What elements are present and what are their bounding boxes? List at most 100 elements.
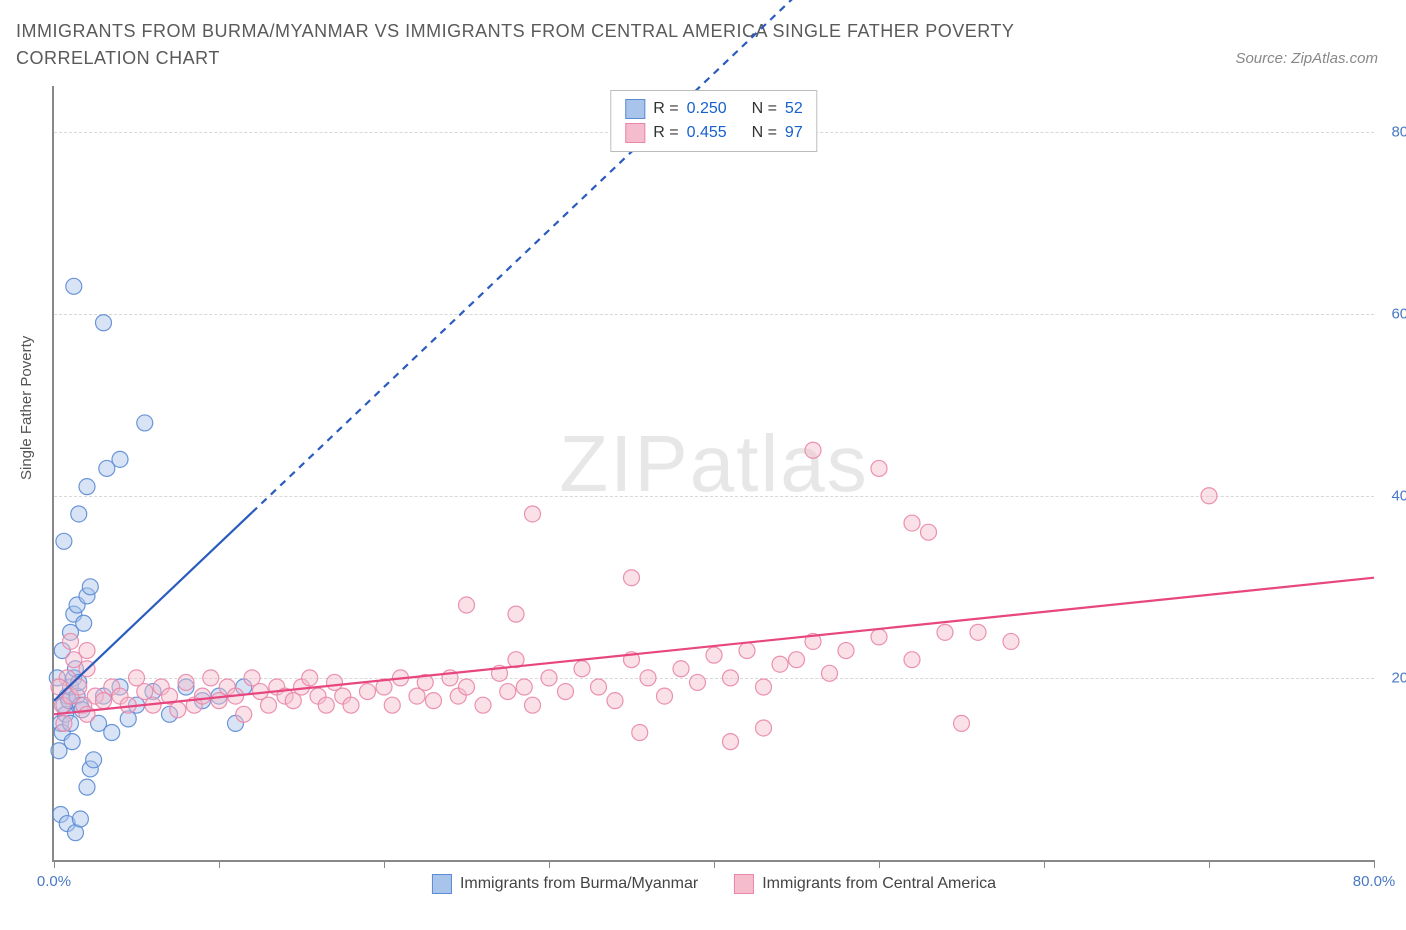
data-point: [104, 725, 120, 741]
data-point: [51, 679, 67, 695]
x-tick-label: 80.0%: [1353, 873, 1396, 890]
data-point: [459, 679, 475, 695]
data-point: [871, 460, 887, 476]
data-point: [508, 606, 524, 622]
data-point: [459, 597, 475, 613]
x-tick: [549, 860, 550, 868]
swatch-series-1: [432, 874, 452, 894]
data-point: [822, 665, 838, 681]
x-tick-label: 0.0%: [37, 873, 71, 890]
data-point: [525, 506, 541, 522]
legend-item-1: Immigrants from Burma/Myanmar: [432, 874, 698, 894]
data-point: [657, 688, 673, 704]
data-point: [516, 679, 532, 695]
data-point: [904, 652, 920, 668]
data-point: [640, 670, 656, 686]
data-point: [723, 734, 739, 750]
y-tick-label: 80.0%: [1379, 123, 1406, 140]
data-point: [384, 697, 400, 713]
data-point: [302, 670, 318, 686]
data-point: [673, 661, 689, 677]
x-tick: [714, 860, 715, 868]
x-tick: [219, 860, 220, 868]
stat-r-1: 0.250: [687, 97, 727, 121]
x-tick: [1374, 860, 1375, 868]
data-point: [739, 643, 755, 659]
trend-line-solid: [54, 578, 1374, 715]
y-tick-label: 40.0%: [1379, 487, 1406, 504]
data-point: [1201, 488, 1217, 504]
data-point: [706, 647, 722, 663]
legend-item-2: Immigrants from Central America: [734, 874, 996, 894]
data-point: [76, 615, 92, 631]
swatch-series-2: [734, 874, 754, 894]
data-point: [937, 624, 953, 640]
data-point: [79, 479, 95, 495]
data-point: [79, 643, 95, 659]
data-point: [178, 674, 194, 690]
series-legend: Immigrants from Burma/Myanmar Immigrants…: [432, 874, 996, 894]
data-point: [343, 697, 359, 713]
data-point: [56, 715, 72, 731]
data-point: [318, 697, 334, 713]
legend-label-2: Immigrants from Central America: [762, 875, 996, 893]
data-point: [607, 693, 623, 709]
data-point: [64, 734, 80, 750]
data-point: [525, 697, 541, 713]
data-point: [137, 415, 153, 431]
data-point: [56, 533, 72, 549]
data-point: [203, 670, 219, 686]
data-point: [71, 506, 87, 522]
y-axis-label: Single Father Poverty: [18, 336, 35, 480]
data-point: [591, 679, 607, 695]
x-tick: [54, 860, 55, 868]
x-tick: [384, 860, 385, 868]
data-point: [970, 624, 986, 640]
y-tick-label: 20.0%: [1379, 669, 1406, 686]
legend-label-1: Immigrants from Burma/Myanmar: [460, 875, 698, 893]
x-tick: [879, 860, 880, 868]
data-point: [954, 715, 970, 731]
plot-area: ZIPatlas R = 0.250 N = 52 R = 0.455 N = …: [52, 86, 1374, 862]
plot-svg: [54, 86, 1374, 860]
data-point: [756, 679, 772, 695]
chart-container: IMMIGRANTS FROM BURMA/MYANMAR VS IMMIGRA…: [0, 0, 1406, 930]
data-point: [82, 579, 98, 595]
stats-row-series-2: R = 0.455 N = 97: [625, 121, 802, 145]
data-point: [79, 706, 95, 722]
stat-n-1: 52: [785, 97, 803, 121]
data-point: [63, 633, 79, 649]
data-point: [96, 315, 112, 331]
data-point: [79, 779, 95, 795]
stats-legend: R = 0.250 N = 52 R = 0.455 N = 97: [610, 90, 817, 152]
swatch-series-1: [625, 99, 645, 119]
data-point: [72, 811, 88, 827]
data-point: [789, 652, 805, 668]
stat-r-2: 0.455: [687, 121, 727, 145]
data-point: [838, 643, 854, 659]
data-point: [723, 670, 739, 686]
data-point: [86, 752, 102, 768]
stat-label-n: N =: [752, 97, 777, 121]
data-point: [921, 524, 937, 540]
data-point: [360, 684, 376, 700]
data-point: [541, 670, 557, 686]
data-point: [426, 693, 442, 709]
data-point: [500, 684, 516, 700]
data-point: [475, 697, 491, 713]
y-tick-label: 60.0%: [1379, 305, 1406, 322]
stat-label-r: R =: [653, 97, 678, 121]
data-point: [195, 688, 211, 704]
data-point: [236, 706, 252, 722]
trend-line-dashed: [252, 0, 797, 512]
data-point: [112, 451, 128, 467]
data-point: [756, 720, 772, 736]
data-point: [772, 656, 788, 672]
data-point: [904, 515, 920, 531]
data-point: [558, 684, 574, 700]
data-point: [805, 442, 821, 458]
chart-title: IMMIGRANTS FROM BURMA/MYANMAR VS IMMIGRA…: [16, 18, 1066, 72]
x-tick: [1209, 860, 1210, 868]
chart-source: Source: ZipAtlas.com: [1235, 50, 1378, 67]
stat-label-r: R =: [653, 121, 678, 145]
